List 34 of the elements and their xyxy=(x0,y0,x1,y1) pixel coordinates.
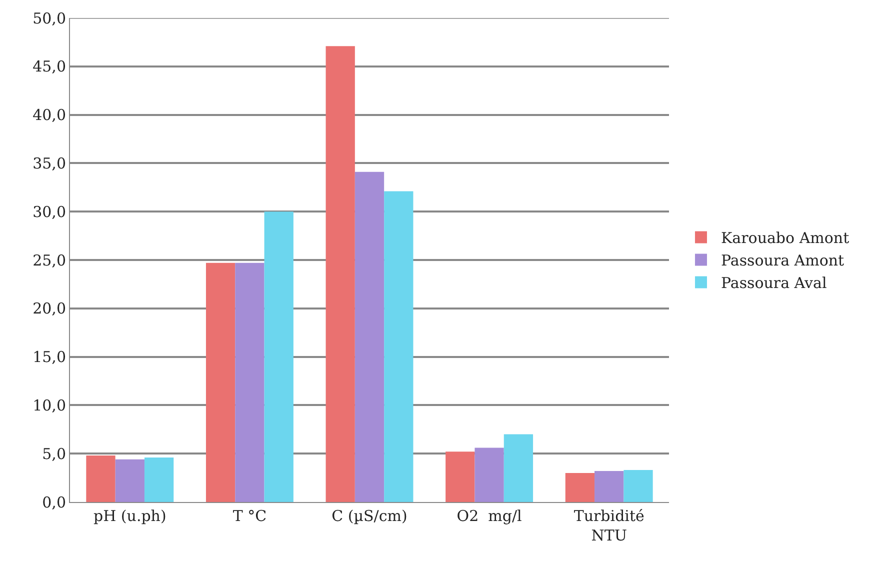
legend-label: Karouabo Amont xyxy=(720,229,850,248)
bar xyxy=(264,212,294,502)
x-tick-label: C (µS/cm) xyxy=(332,507,408,525)
bar xyxy=(594,471,624,502)
x-tick-label: Turbidité NTU xyxy=(574,507,644,544)
bar xyxy=(354,172,384,502)
y-tick-label: 30,0 xyxy=(32,202,66,221)
legend-label: Passoura Aval xyxy=(720,274,827,292)
bar xyxy=(144,457,174,502)
bar xyxy=(565,472,595,502)
bar xyxy=(504,434,534,502)
bar xyxy=(206,262,236,502)
legend-label: Passoura Amont xyxy=(720,252,844,270)
y-tick-label: 40,0 xyxy=(32,106,66,124)
x-tick-label: T °C xyxy=(232,507,267,525)
y-tick-label: 5,0 xyxy=(42,444,66,463)
y-tick-label: 45,0 xyxy=(32,58,66,76)
y-tick-label: 15,0 xyxy=(32,348,66,366)
y-tick-label: 25,0 xyxy=(32,251,66,270)
y-tick-label: 50,0 xyxy=(32,9,66,28)
bar xyxy=(474,448,504,502)
bar xyxy=(326,46,355,502)
bar xyxy=(235,262,264,502)
x-tick-label: pH (u.ph) xyxy=(93,507,166,525)
bar xyxy=(446,452,475,502)
y-tick-label: 0,0 xyxy=(42,493,66,512)
bar xyxy=(86,456,116,502)
bar xyxy=(624,470,653,502)
y-tick-label: 35,0 xyxy=(32,154,66,172)
y-tick-label: 20,0 xyxy=(32,300,66,318)
y-tick-label: 10,0 xyxy=(32,396,66,414)
x-tick-label: O2 mg/l xyxy=(456,507,522,525)
bar xyxy=(115,459,144,502)
bar xyxy=(384,191,414,502)
